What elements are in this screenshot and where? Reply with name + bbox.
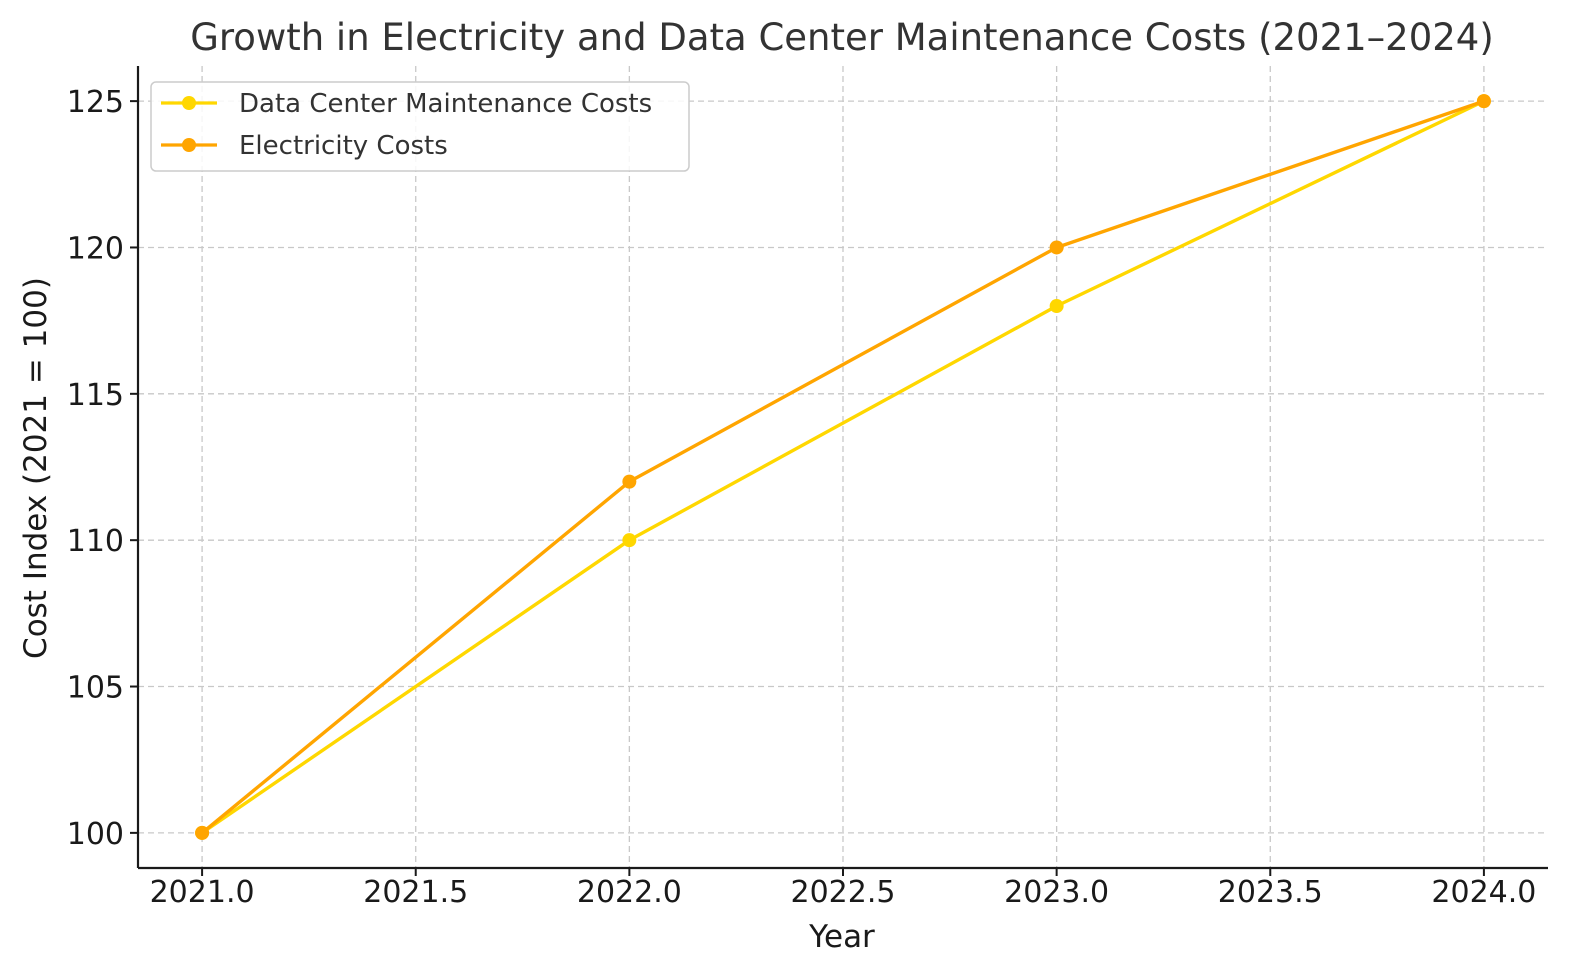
series-line-electricity-costs [200,99,1486,835]
grid-layer [138,66,1548,868]
x-tick-label-2022-5: 2022.5 [791,875,896,910]
y-tick-label-100: 100 [67,817,124,852]
chart-title: Growth in Electricity and Data Center Ma… [190,16,1494,59]
legend-item-electricity: Electricity Costs [161,131,448,161]
y-tick-label-115: 115 [67,378,124,413]
series-electricity-costs [195,94,1491,840]
tick-layer: 2021.0 2021.5 2022.0 2022.5 2023.0 2023.5 2024… [67,85,1537,910]
legend-label-electricity: Electricity Costs [239,131,448,161]
y-tick-label-105: 105 [67,671,124,706]
data-point-electricity-costs-2023 [1049,240,1064,255]
x-tick-label-2022-0: 2022.0 [577,875,682,910]
series-layer [195,94,1491,840]
legend: Data Center Maintenance Costs Electricit… [150,81,690,172]
x-tick-label-2021-5: 2021.5 [363,875,468,910]
series-line-data-center-maintenance-costs [200,99,1486,835]
y-axis-label: Cost Index (2021 = 100) [18,277,54,659]
x-axis-label: Year [808,919,875,955]
legend-label-data-center: Data Center Maintenance Costs [239,89,652,119]
y-tick-label-120: 120 [67,231,124,266]
x-tick-label-2023-0: 2023.0 [1004,875,1109,910]
data-point-data-center-maintenance-costs-2023 [1049,299,1064,314]
legend-marker-electricity [182,138,196,152]
x-tick-label-2024-0: 2024.0 [1431,875,1536,910]
y-tick-label-110: 110 [67,524,124,559]
x-tick-label-2023-5: 2023.5 [1218,875,1323,910]
legend-item-data-center: Data Center Maintenance Costs [161,89,652,119]
legend-marker-data-center [182,96,196,110]
x-tick-label-2021-0: 2021.0 [150,875,255,910]
data-point-electricity-costs-2022 [622,474,637,489]
data-point-electricity-costs-2021 [195,825,210,840]
data-point-data-center-maintenance-costs-2022 [622,533,637,548]
legend-box [150,81,690,172]
y-tick-label-125: 125 [67,85,124,120]
data-point-electricity-costs-2024 [1476,94,1491,109]
